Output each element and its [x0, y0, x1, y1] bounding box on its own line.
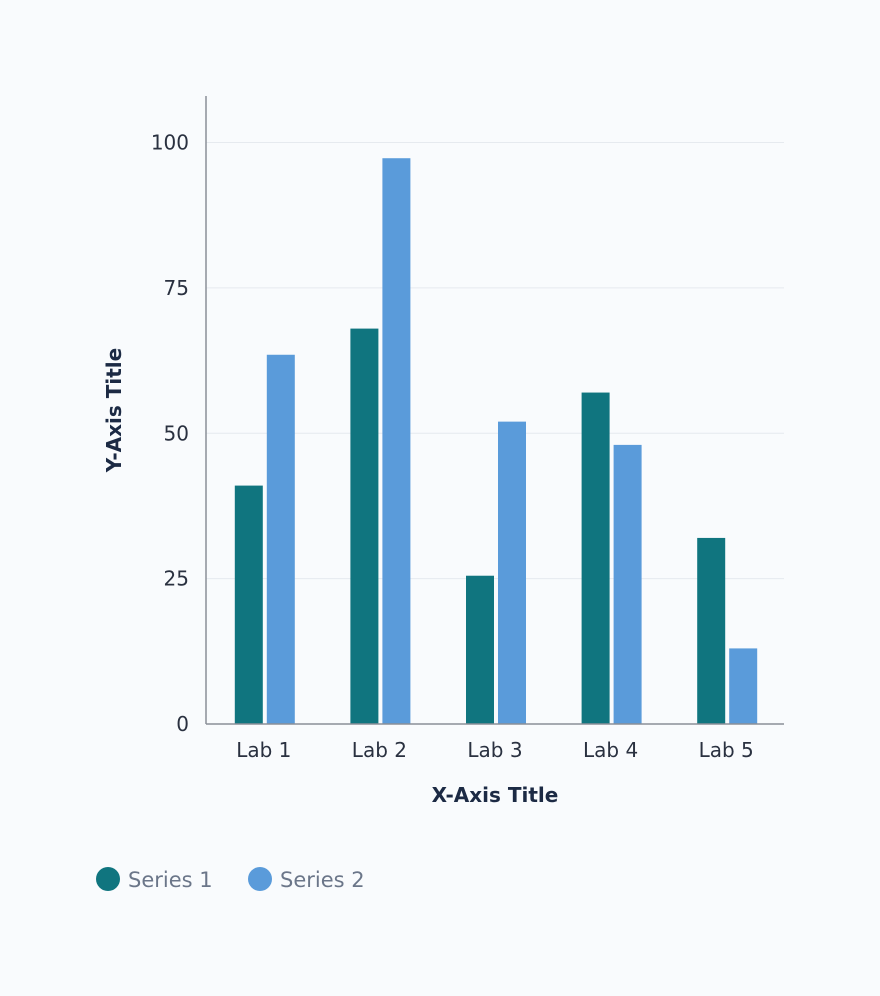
x-tick-label: Lab 4 — [583, 738, 638, 762]
legend-item-series-1[interactable]: Series 1 — [96, 867, 213, 892]
x-tick-label: Lab 3 — [467, 738, 522, 762]
y-axis-title: Y-Axis Title — [102, 348, 126, 473]
bar-series-1-lab-4[interactable] — [581, 392, 610, 724]
bars — [234, 158, 758, 725]
bar-series-1-lab-2[interactable] — [350, 328, 379, 724]
bar-series-2-lab-3[interactable] — [498, 421, 526, 724]
x-tick-label: Lab 2 — [352, 738, 407, 762]
y-tick-label: 75 — [164, 276, 189, 300]
gridlines — [206, 142, 784, 580]
bar-series-2-lab-4[interactable] — [613, 444, 642, 724]
legend-item-series-2[interactable]: Series 2 — [248, 867, 365, 892]
bar-series-2-lab-1[interactable] — [266, 354, 295, 724]
x-tick-label: Lab 1 — [236, 738, 291, 762]
bar-series-1-lab-1[interactable] — [234, 485, 263, 724]
bar-series-1-lab-3[interactable] — [466, 575, 494, 724]
legend-label: Series 1 — [128, 868, 213, 892]
bar-series-2-lab-5[interactable] — [729, 648, 758, 724]
y-tick-label: 0 — [176, 712, 189, 736]
x-axis-title: X-Axis Title — [432, 783, 559, 807]
legend: Series 1 Series 2 — [96, 867, 365, 892]
x-tick-label: Lab 5 — [699, 738, 754, 762]
x-tick-labels: Lab 1 Lab 2 Lab 3 Lab 4 Lab 5 — [236, 738, 754, 762]
legend-swatch — [96, 867, 120, 891]
legend-label: Series 2 — [280, 868, 365, 892]
y-tick-label: 50 — [164, 421, 189, 445]
bar-series-2-lab-2[interactable] — [382, 158, 411, 725]
y-tick-label: 25 — [164, 567, 189, 591]
legend-swatch — [248, 867, 272, 891]
y-tick-label: 100 — [151, 131, 189, 155]
y-tick-labels: 0 25 50 75 100 — [151, 131, 189, 736]
bar-series-1-lab-5[interactable] — [697, 537, 726, 724]
